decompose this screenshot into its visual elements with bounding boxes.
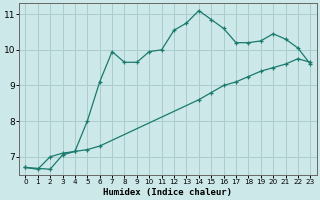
- X-axis label: Humidex (Indice chaleur): Humidex (Indice chaleur): [103, 188, 232, 197]
